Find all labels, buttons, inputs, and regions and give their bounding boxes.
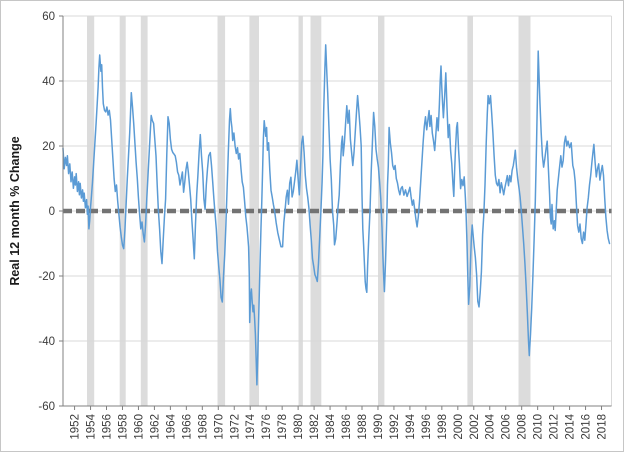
x-tick-label: 1960 (133, 414, 145, 440)
x-tick-label: 1992 (389, 414, 401, 440)
y-tick-label: -40 (38, 336, 55, 348)
data-series-line (62, 44, 611, 386)
x-tick-label: 1986 (341, 414, 353, 440)
x-tick-label: 2014 (565, 413, 577, 439)
x-tick-label: 2002 (469, 414, 481, 440)
x-tick-label: 1996 (421, 414, 433, 440)
x-tick-label: 1956 (102, 414, 114, 440)
x-tick-label: 1968 (197, 414, 209, 440)
y-tick-label: 40 (42, 76, 55, 88)
x-tick-label: 1964 (165, 413, 177, 439)
x-tick-label: 2006 (501, 414, 513, 440)
y-tick-label: 20 (42, 141, 55, 153)
x-tick-label: 2004 (485, 413, 497, 439)
x-tick-label: 1972 (229, 414, 241, 440)
x-tick-label: 2010 (533, 414, 545, 440)
x-tick-label: 1958 (117, 414, 129, 440)
x-tick-label: 1954 (86, 413, 98, 439)
x-tick-label: 2000 (453, 414, 465, 440)
y-axis-title: Real 12 month % Change (8, 136, 22, 285)
y-tick-label: -60 (38, 401, 55, 413)
x-tick-label: 2012 (549, 414, 561, 440)
y-tick-label: 0 (49, 206, 55, 218)
x-tick-label: 1970 (213, 414, 225, 440)
x-tick-label: 1962 (149, 414, 161, 440)
x-tick-label: 1966 (181, 414, 193, 440)
y-tick-label: -20 (38, 271, 55, 283)
x-tick-label: 1980 (293, 414, 305, 440)
x-tick-label: 1984 (325, 413, 337, 439)
x-tick-label: 2016 (581, 414, 593, 440)
x-tick-label: 1998 (437, 414, 449, 440)
x-tick-label: 1974 (245, 413, 257, 439)
x-tick-label: 1994 (405, 413, 417, 439)
x-tick-label: 2018 (597, 414, 609, 440)
x-tick-label: 1988 (357, 414, 369, 440)
y-tick-label: 60 (42, 11, 55, 23)
x-tick-label: 1976 (261, 414, 273, 440)
x-tick-label: 1952 (70, 414, 82, 440)
x-tick-label: 1982 (309, 414, 321, 440)
x-tick-label: 2008 (517, 414, 529, 440)
x-tick-label: 1978 (277, 414, 289, 440)
x-tick-label: 1990 (373, 414, 385, 440)
